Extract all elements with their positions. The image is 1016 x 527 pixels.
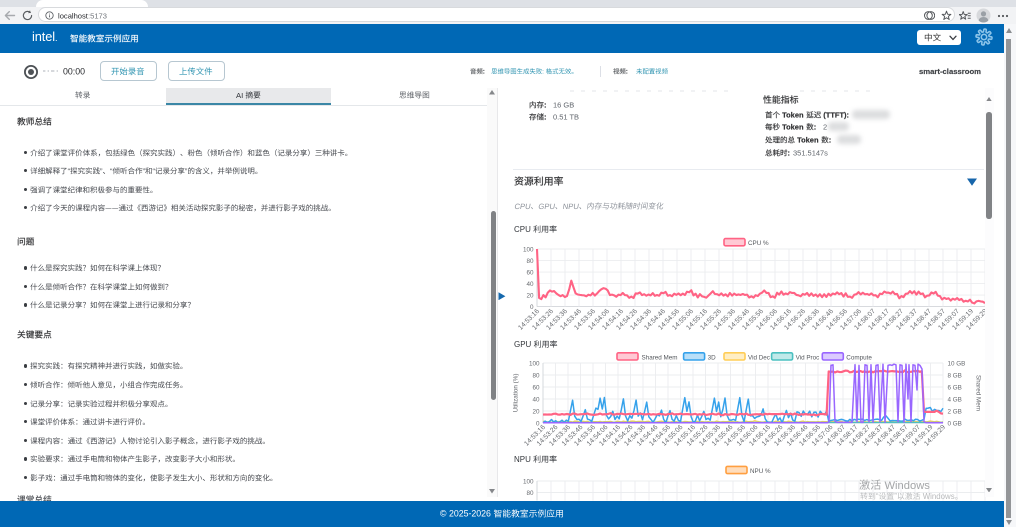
svg-text:“: “	[68, 167, 71, 176]
svg-text:GPU: GPU	[537, 202, 555, 211]
svg-text:NPU: NPU	[562, 202, 580, 211]
svg-text:0: 0	[530, 304, 534, 311]
svg-text:“: “	[876, 492, 879, 501]
svg-text:Token: Token	[795, 136, 821, 145]
svg-text:Utilization (%): Utilization (%)	[513, 374, 520, 413]
svg-text:0 GB: 0 GB	[948, 420, 962, 427]
svg-text::: :	[787, 148, 790, 157]
svg-text:6 GB: 6 GB	[948, 384, 962, 391]
svg-text:100: 100	[529, 360, 540, 367]
svg-text:”: ”	[100, 167, 103, 176]
svg-text:Token: Token	[780, 110, 806, 119]
svg-text:”: ”	[185, 167, 188, 176]
svg-text:Vid Proc: Vid Proc	[796, 354, 820, 361]
svg-text:localhost: localhost	[58, 11, 89, 20]
svg-text:Vid Dec: Vid Dec	[748, 354, 770, 361]
svg-text:Shared Mem: Shared Mem	[975, 375, 982, 411]
svg-text:Windows: Windows	[921, 492, 955, 501]
svg-text:3D: 3D	[708, 354, 717, 361]
svg-text:0.51 TB: 0.51 TB	[553, 113, 579, 122]
svg-text:2: 2	[823, 123, 827, 132]
svg-text:10 GB: 10 GB	[948, 360, 966, 367]
svg-text::: :	[626, 69, 628, 76]
svg-text:Shared Mem: Shared Mem	[642, 354, 678, 361]
svg-text:CPU %: CPU %	[748, 240, 769, 247]
svg-text:40: 40	[526, 281, 534, 288]
svg-text:20: 20	[532, 408, 540, 415]
svg-text::5173: :5173	[88, 11, 107, 20]
svg-text:8 GB: 8 GB	[948, 372, 962, 379]
svg-text:351.5147s: 351.5147s	[793, 148, 828, 157]
svg-text:20: 20	[526, 292, 534, 299]
svg-text:CPU: CPU	[514, 225, 533, 234]
svg-text:GPU: GPU	[514, 340, 533, 349]
svg-text:60: 60	[532, 384, 540, 391]
svg-text:© 2025-2026: © 2025-2026	[440, 509, 493, 519]
svg-text:100: 100	[523, 478, 534, 485]
svg-text:“: “	[153, 167, 156, 176]
svg-text:”: ”	[894, 492, 897, 501]
svg-text:Token: Token	[780, 123, 806, 132]
svg-text:4 GB: 4 GB	[948, 396, 962, 403]
svg-text:Windows: Windows	[881, 480, 930, 492]
svg-text:80: 80	[532, 372, 540, 379]
svg-text::: :	[542, 69, 546, 76]
svg-text:AI: AI	[236, 91, 245, 100]
svg-text:NPU %: NPU %	[750, 468, 771, 475]
svg-text:Compute: Compute	[846, 354, 872, 361]
svg-text:00:00: 00:00	[63, 66, 85, 76]
svg-text:60: 60	[526, 269, 534, 276]
svg-text:smart-classroom: smart-classroom	[919, 67, 981, 76]
svg-text:100: 100	[523, 246, 534, 253]
svg-text:80: 80	[526, 258, 534, 265]
svg-text:CPU: CPU	[514, 202, 532, 211]
svg-text:0: 0	[536, 420, 540, 427]
svg-text:80: 80	[526, 490, 534, 497]
svg-text::: :	[543, 100, 546, 109]
svg-text::: :	[543, 113, 546, 122]
svg-text:(TTFT):: (TTFT):	[821, 110, 849, 119]
svg-text::: :	[482, 69, 484, 76]
svg-text:16 GB: 16 GB	[553, 100, 574, 109]
svg-text:“: “	[110, 167, 113, 176]
svg-text:2 GB: 2 GB	[948, 408, 962, 415]
svg-text:”: ”	[143, 167, 146, 176]
svg-text::: :	[829, 136, 832, 145]
svg-text:40: 40	[532, 396, 540, 403]
svg-text:NPU: NPU	[514, 455, 533, 464]
svg-text::: :	[814, 123, 817, 132]
